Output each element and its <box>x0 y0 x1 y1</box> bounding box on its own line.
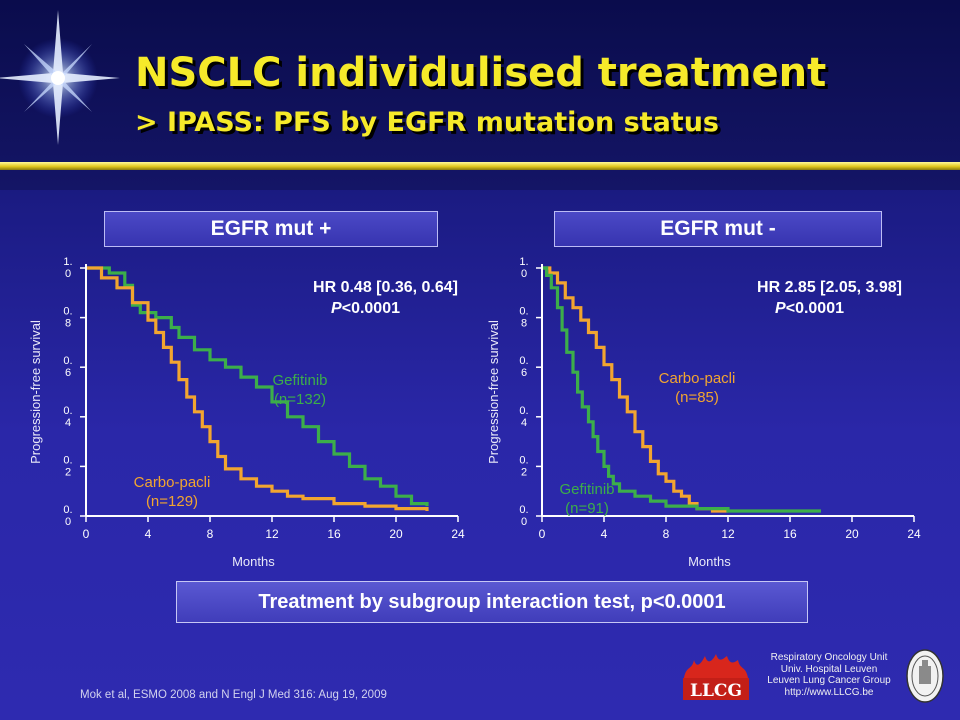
x-tick-label: 24 <box>907 527 921 541</box>
y-tick-label: 0. 6 <box>519 355 528 379</box>
chart-panel-0: 0 4 8 12 16 20 24 0. 0 0. 2 0. 4 0. 6 0. 8 1. 0 Months Progr… <box>28 256 465 569</box>
x-tick-label: 20 <box>845 527 859 541</box>
series-n-label-carbo-pacli: (n=85) <box>675 389 719 406</box>
x-tick-label: 12 <box>265 527 279 541</box>
series-line-gefitinib <box>542 266 821 513</box>
x-axis-label: Months <box>688 554 731 569</box>
y-tick-label: 0. 0 <box>63 504 72 528</box>
y-tick-label: 1. 0 <box>519 256 528 280</box>
x-tick-label: 24 <box>451 527 465 541</box>
citation: Mok et al, ESMO 2008 and N Engl J Med 31… <box>80 689 387 701</box>
y-tick-label: 0. 6 <box>63 355 72 379</box>
series-line-carbo-pacli <box>86 266 429 511</box>
x-tick-label: 16 <box>327 527 341 541</box>
x-tick-label: 12 <box>721 527 735 541</box>
x-tick-label: 0 <box>539 527 546 541</box>
series-n-label-gefitinib: (n=91) <box>565 500 609 517</box>
interaction-test-banner: Treatment by subgroup interaction test, … <box>176 581 808 623</box>
y-axis-label: Progression-free survival <box>486 320 501 464</box>
series-line-gefitinib <box>86 266 429 507</box>
slide-subtitle: > IPASS: PFS by EGFR mutation status <box>135 107 720 138</box>
affiliation-line: Leuven Lung Cancer Group <box>767 675 891 686</box>
series-label-carbo-pacli: Carbo-pacli <box>659 370 736 387</box>
chart-panel-1: 0 4 8 12 16 20 24 0. 0 0. 2 0. 4 0. 6 0. 8 1. 0 Months Progr… <box>486 256 921 569</box>
x-tick-label: 8 <box>663 527 670 541</box>
y-tick-label: 1. 0 <box>63 256 72 280</box>
affiliation-line: http://www.LLCG.be <box>784 686 874 698</box>
x-tick-label: 8 <box>207 527 214 541</box>
x-tick-label: 4 <box>601 527 608 541</box>
series-line-carbo-pacli <box>542 266 728 513</box>
series-label-gefitinib: Gefitinib <box>559 481 614 498</box>
logo-text: LLCG <box>690 681 742 701</box>
x-tick-label: 20 <box>389 527 403 541</box>
y-tick-label: 0. 0 <box>519 504 528 528</box>
series-label-gefitinib: Gefitinib <box>272 372 327 389</box>
x-tick-label: 16 <box>783 527 797 541</box>
y-tick-label: 0. 2 <box>63 454 72 478</box>
sparkle-star-icon <box>0 10 120 145</box>
y-tick-label: 0. 8 <box>63 306 72 330</box>
y-tick-label: 0. 4 <box>63 405 72 429</box>
affiliation-block: Respiratory Oncology Unit Univ. Hospital… <box>754 652 904 698</box>
title-divider <box>0 162 960 170</box>
series-label-carbo-pacli: Carbo-pacli <box>134 474 211 491</box>
series-n-label-gefitinib: (n=132) <box>274 391 326 408</box>
slide-title: NSCLC individulised treatment <box>135 50 827 96</box>
hazard-ratio-label: HR 2.85 [2.05, 3.98] <box>757 279 902 296</box>
llcg-logo: LLCG <box>683 654 749 701</box>
y-tick-label: 0. 2 <box>519 454 528 478</box>
panel-label-egfr-negative: EGFR mut - <box>554 211 882 247</box>
affiliation-line: Univ. Hospital Leuven <box>780 663 878 675</box>
x-tick-label: 4 <box>145 527 152 541</box>
p-value-label: P<0.0001 <box>775 300 844 317</box>
x-axis-label: Months <box>232 554 275 569</box>
title-area <box>0 0 960 190</box>
p-value-label: P<0.0001 <box>331 300 400 317</box>
y-tick-label: 0. 4 <box>519 405 528 429</box>
panel-label-egfr-positive: EGFR mut + <box>104 211 438 247</box>
y-tick-label: 0. 8 <box>519 306 528 330</box>
x-tick-label: 0 <box>83 527 90 541</box>
affiliation-line: Respiratory Oncology Unit <box>770 652 888 663</box>
y-axis-label: Progression-free survival <box>28 320 43 464</box>
series-n-label-carbo-pacli: (n=129) <box>146 493 198 510</box>
university-seal-icon <box>906 649 944 703</box>
hazard-ratio-label: HR 0.48 [0.36, 0.64] <box>313 279 458 296</box>
